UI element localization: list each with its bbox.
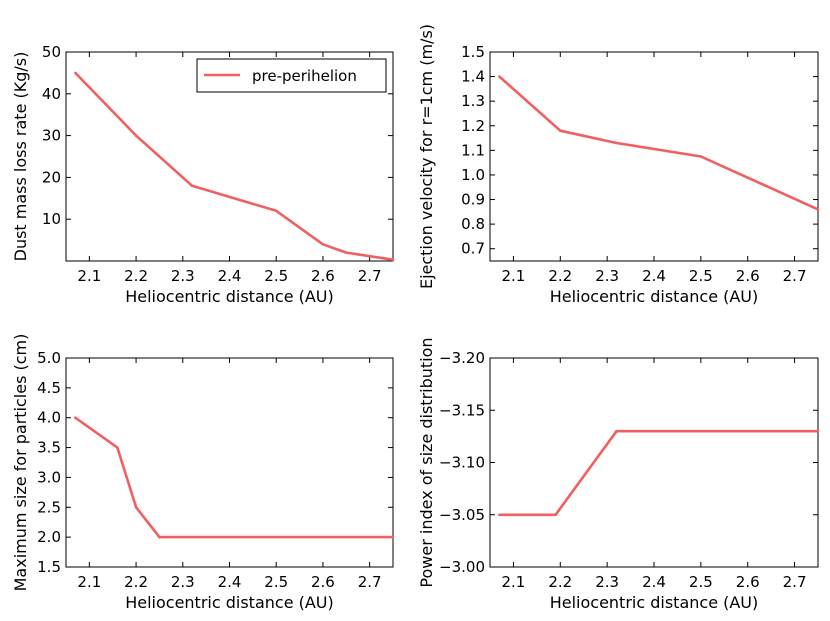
x-tick-label: 2.4 — [218, 573, 242, 591]
y-tick-label: 40 — [42, 85, 61, 103]
data-point — [615, 429, 618, 433]
plot-area-frame — [65, 357, 394, 568]
x-tick-label: 2.1 — [501, 573, 525, 591]
y-tick-label: 4.5 — [37, 379, 61, 397]
y-tick-label: 1.0 — [461, 166, 485, 184]
chart-panel-4: 2.1 2.2 2.3 2.4 2.5 2.6 2.7 −3.00 −3.05 −3.10 −3.1… — [417, 337, 820, 612]
y-tick-label: 1.5 — [461, 43, 485, 61]
y-tick-label: −3.20 — [439, 349, 485, 367]
data-point — [134, 134, 138, 137]
data-point — [699, 155, 703, 158]
y-tick-label: 0.9 — [461, 191, 485, 209]
x-tick-label: 2.6 — [736, 573, 760, 591]
y-tick-label: 10 — [42, 210, 61, 228]
x-tick-label: 2.4 — [642, 573, 666, 591]
y-axis-label: Ejection velocity for r=1cm (m/s) — [417, 24, 436, 289]
y-tick-label: 4.0 — [37, 409, 61, 427]
series-line-pre-perihelion — [499, 429, 818, 517]
x-tick-label: 2.1 — [501, 267, 525, 285]
chart-panel-1: 2.1 2.2 2.3 2.4 2.5 2.6 2.7 10 20 30 40 50 Heliocent… — [11, 43, 395, 306]
data-point — [274, 209, 278, 213]
data-point — [74, 71, 77, 75]
data-point — [558, 129, 562, 132]
legend: pre-perihelion — [196, 58, 387, 93]
plot-area-frame — [489, 51, 819, 262]
x-tick-label: 2.7 — [783, 267, 807, 285]
y-tick-label: −3.00 — [439, 558, 485, 576]
y-tick-label: 0.7 — [461, 240, 485, 258]
x-tick-label: 2.5 — [689, 267, 713, 285]
x-tick-label: 2.7 — [358, 573, 382, 591]
y-tick-label: −3.15 — [439, 401, 485, 419]
x-tick-label: 2.3 — [595, 267, 619, 285]
data-point — [158, 535, 161, 539]
data-point — [116, 446, 119, 449]
data-point — [498, 75, 501, 78]
x-tick-label: 2.2 — [124, 267, 148, 285]
x-tick-label: 2.5 — [264, 267, 288, 285]
y-tick-label: 0.8 — [461, 215, 485, 233]
x-tick-label: 2.3 — [595, 573, 619, 591]
x-tick-label: 2.7 — [358, 267, 382, 285]
y-tick-label: 1.1 — [461, 141, 485, 159]
x-tick-label: 2.6 — [311, 267, 335, 285]
x-tick-label: 2.2 — [548, 573, 572, 591]
y-tick-label: 1.2 — [461, 117, 485, 135]
y-tick-label: −3.10 — [439, 454, 485, 472]
data-point — [391, 258, 395, 262]
data-point — [391, 535, 395, 539]
data-point — [554, 513, 557, 517]
chart-panel-3: 2.1 2.2 2.3 2.4 2.5 2.6 2.7 1.5 2.0 2.5 3.0 3.5 4.0 4… — [11, 334, 395, 612]
plot-area-frame — [489, 357, 819, 568]
series-line-pre-perihelion — [74, 416, 393, 539]
x-tick-label: 2.1 — [77, 573, 101, 591]
y-tick-label: 20 — [42, 168, 61, 186]
data-point — [615, 141, 618, 145]
y-tick-label: 2.0 — [37, 528, 61, 546]
y-tick-label: 1.3 — [461, 92, 485, 110]
y-tick-label: 1.4 — [461, 68, 485, 86]
x-axis-label: Heliocentric distance (AU) — [125, 287, 334, 306]
x-tick-label: 2.2 — [124, 573, 148, 591]
y-tick-label: 1.5 — [37, 558, 61, 576]
x-tick-label: 2.5 — [689, 573, 713, 591]
data-point — [74, 416, 77, 420]
y-axis-label: Maximum size for particles (cm) — [11, 334, 30, 592]
x-axis-label: Heliocentric distance (AU) — [125, 593, 334, 612]
data-point — [816, 429, 820, 433]
x-tick-label: 2.7 — [783, 573, 807, 591]
x-tick-label: 2.6 — [311, 573, 335, 591]
x-tick-label: 2.4 — [642, 267, 666, 285]
x-tick-label: 2.6 — [736, 267, 760, 285]
data-point — [321, 242, 325, 246]
x-tick-label: 2.3 — [171, 267, 195, 285]
y-tick-label: −3.05 — [439, 506, 485, 524]
x-tick-label: 2.2 — [548, 267, 572, 285]
chart-panel-2: 2.1 2.2 2.3 2.4 2.5 2.6 2.7 0.7 0.8 0.9 1.0 1.1 1.2 1… — [417, 24, 820, 306]
x-tick-label: 2.3 — [171, 573, 195, 591]
data-point — [498, 513, 501, 517]
y-tick-label: 2.5 — [37, 498, 61, 516]
y-tick-label: 30 — [42, 127, 61, 145]
series-line-pre-perihelion — [74, 71, 393, 261]
data-point — [190, 184, 194, 188]
data-point — [134, 505, 138, 509]
x-axis-label: Heliocentric distance (AU) — [550, 593, 759, 612]
legend-label-pre-perihelion: pre-perihelion — [252, 67, 357, 85]
y-tick-label: 3.0 — [37, 468, 61, 486]
y-tick-label: 5.0 — [37, 349, 61, 367]
y-tick-label: 50 — [42, 43, 61, 61]
y-tick-label: 3.5 — [37, 439, 61, 457]
x-tick-label: 2.5 — [264, 573, 288, 591]
data-point — [344, 251, 348, 254]
y-axis-label: Power index of size distribution — [417, 337, 436, 587]
x-tick-label: 2.1 — [77, 267, 101, 285]
x-axis-label: Heliocentric distance (AU) — [550, 287, 759, 306]
series-line-pre-perihelion — [498, 75, 818, 211]
x-tick-label: 2.4 — [218, 267, 242, 285]
data-point — [816, 208, 820, 211]
y-axis-label: Dust mass loss rate (Kg/s) — [11, 52, 30, 262]
